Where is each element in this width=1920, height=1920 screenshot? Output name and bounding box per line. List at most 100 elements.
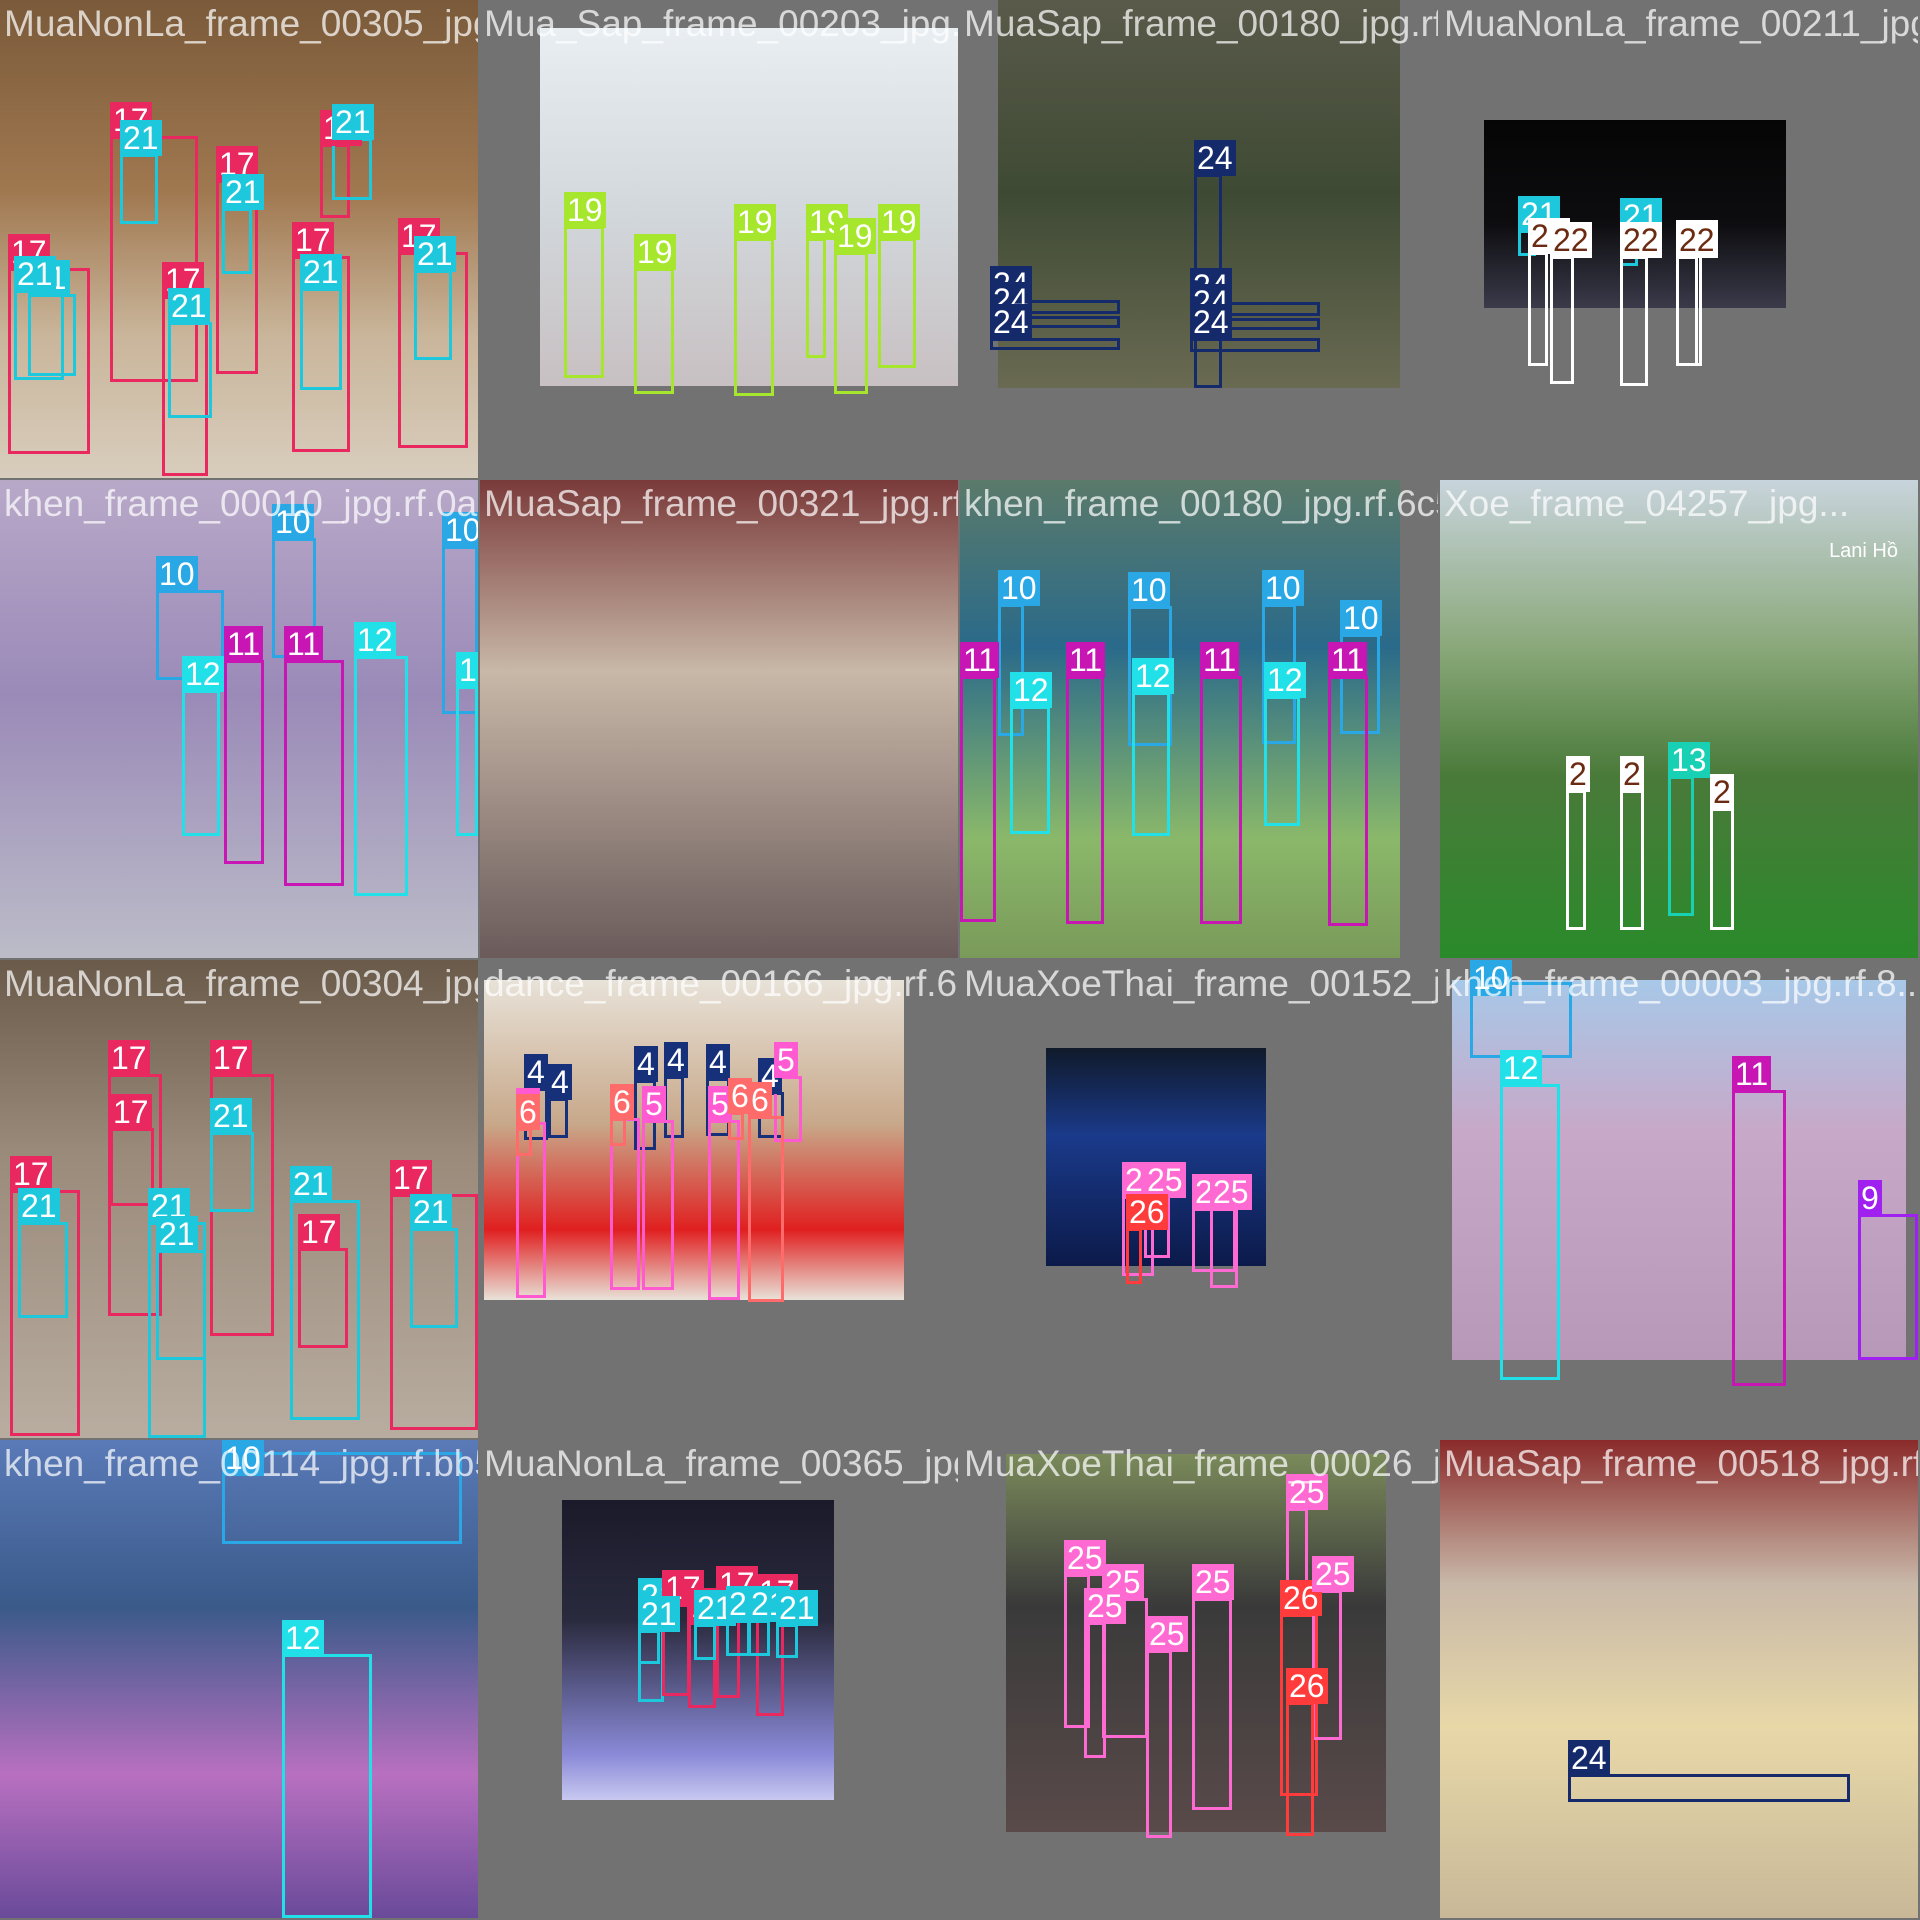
class-label: 4 (706, 1044, 730, 1080)
bounding-box (168, 322, 212, 418)
class-label: 12 (182, 656, 224, 692)
tile-photo (484, 980, 904, 1300)
bounding-box (1668, 776, 1694, 916)
bounding-box (1620, 790, 1644, 930)
class-label: 21 (410, 1194, 452, 1230)
class-label: 21 (156, 1216, 198, 1252)
mosaic-tile: 1010101112111212khen_frame_00010_jpg.rf.… (0, 480, 478, 958)
bounding-box (1190, 338, 1320, 352)
tile-photo (1440, 1440, 1918, 1918)
class-label: 12 (282, 1620, 324, 1656)
class-label: 11 (1732, 1056, 1772, 1092)
class-label: 10 (998, 570, 1040, 606)
class-label: 19 (834, 218, 876, 254)
bounding-box (1010, 706, 1050, 834)
class-label: 19 (634, 234, 676, 270)
class-label: 4 (548, 1064, 572, 1100)
class-label: 6 (610, 1084, 634, 1120)
bounding-box (224, 660, 264, 864)
bounding-box (564, 226, 604, 378)
class-label: 10 (1340, 600, 1382, 636)
bounding-box (708, 1120, 740, 1300)
class-label: 25 (1084, 1588, 1126, 1624)
bounding-box (1084, 1622, 1106, 1758)
tile-photo (1440, 480, 1918, 958)
bounding-box (610, 1118, 626, 1146)
class-label: 2 (1620, 756, 1644, 792)
class-label: 17 (110, 1094, 152, 1130)
mosaic-tile: 21171717172121212121MuaNonLa_frame_00365… (480, 1440, 958, 1918)
bounding-box (332, 138, 372, 200)
bounding-box (990, 338, 1120, 350)
class-label: 22 (1620, 222, 1662, 258)
class-label: 10 (222, 1440, 264, 1476)
class-label: 17 (292, 222, 334, 258)
class-label: 21 (414, 236, 456, 272)
class-label: 11 (1066, 642, 1106, 678)
bounding-box (1132, 692, 1170, 836)
class-label: 26 (1286, 1668, 1328, 1704)
mosaic-tile: 172117211721172117211721172121MuaNonLa_f… (0, 0, 478, 478)
bounding-box (222, 208, 252, 274)
class-label: 26 (1126, 1194, 1168, 1230)
tile-photo (0, 480, 478, 958)
mosaic-tile: Lani Hồ 2 2 13 2 Xoe_frame_04257_jpg... (1440, 480, 1918, 958)
class-label: 21 (290, 1166, 332, 1202)
bounding-box (1732, 1090, 1786, 1386)
bounding-box (298, 1248, 348, 1348)
class-label: 10 (1128, 572, 1170, 608)
class-label: 25 (1286, 1474, 1328, 1510)
tile-photo (480, 480, 958, 958)
bounding-box (748, 1620, 770, 1656)
tile-filename: MuaXoeThai_frame_00152_jpg.rf... (964, 963, 1438, 1004)
bounding-box (1676, 256, 1698, 366)
class-label: 4 (664, 1042, 688, 1078)
class-label: 12 (1010, 672, 1052, 708)
mosaic-tile: 25 25 25 25 26 25 25 25 26 MuaXoeThai_frame_00026… (960, 1440, 1438, 1918)
class-label: 19 (734, 204, 776, 240)
class-label: 11 (284, 626, 324, 662)
bounding-box (634, 268, 674, 394)
bounding-box (156, 1250, 206, 1360)
mosaic-tile: 444444555556666dance_frame_00166_jpg.rf.… (480, 960, 958, 1438)
class-label: 17 (108, 1040, 150, 1076)
class-label: 5 (642, 1086, 666, 1122)
bounding-box (1550, 256, 1574, 384)
bounding-box (1328, 676, 1368, 926)
class-label: 17 (210, 1040, 252, 1076)
class-label: 21 (776, 1590, 818, 1626)
photo-watermark: Lani Hồ (1829, 540, 1898, 562)
class-label: 25 (1192, 1564, 1234, 1600)
class-label: 24 (1568, 1740, 1610, 1776)
class-label: 5 (774, 1042, 798, 1078)
bounding-box (516, 1128, 532, 1156)
bounding-box (1568, 1774, 1850, 1802)
mosaic-tile: 24242424242424MuaSap_frame_00180_jpg.rf.… (960, 0, 1438, 478)
bounding-box (694, 1624, 716, 1660)
tile-photo (1452, 980, 1906, 1360)
class-label: 10 (1262, 570, 1304, 606)
bounding-box (878, 238, 916, 368)
class-label: 22 (1676, 222, 1718, 258)
bounding-box (182, 690, 220, 836)
bounding-box (776, 1624, 798, 1658)
mosaic-tile: MuaSap_frame_00321_jpg.rf.4b2... (480, 480, 958, 958)
bounding-box (1528, 252, 1548, 366)
class-label: 11 (1200, 642, 1240, 678)
class-label: 19 (564, 192, 606, 228)
class-label: 24 (1190, 304, 1232, 340)
class-label: 25 (1210, 1174, 1252, 1210)
class-label: 21 (18, 1188, 60, 1224)
bounding-box (410, 1228, 458, 1328)
class-label: 10 (1470, 960, 1512, 996)
bounding-box (284, 660, 344, 886)
class-label: 21 (210, 1098, 252, 1134)
class-label: 12 (1500, 1050, 1542, 1086)
bounding-box (734, 238, 774, 396)
bounding-box (414, 270, 452, 360)
class-label: 21 (14, 256, 56, 292)
tile-filename: MuaNonLa_frame_00365_jpg.rf.9b... (484, 1443, 958, 1484)
class-label: 9 (1858, 1180, 1882, 1216)
class-label: 21 (332, 104, 374, 140)
